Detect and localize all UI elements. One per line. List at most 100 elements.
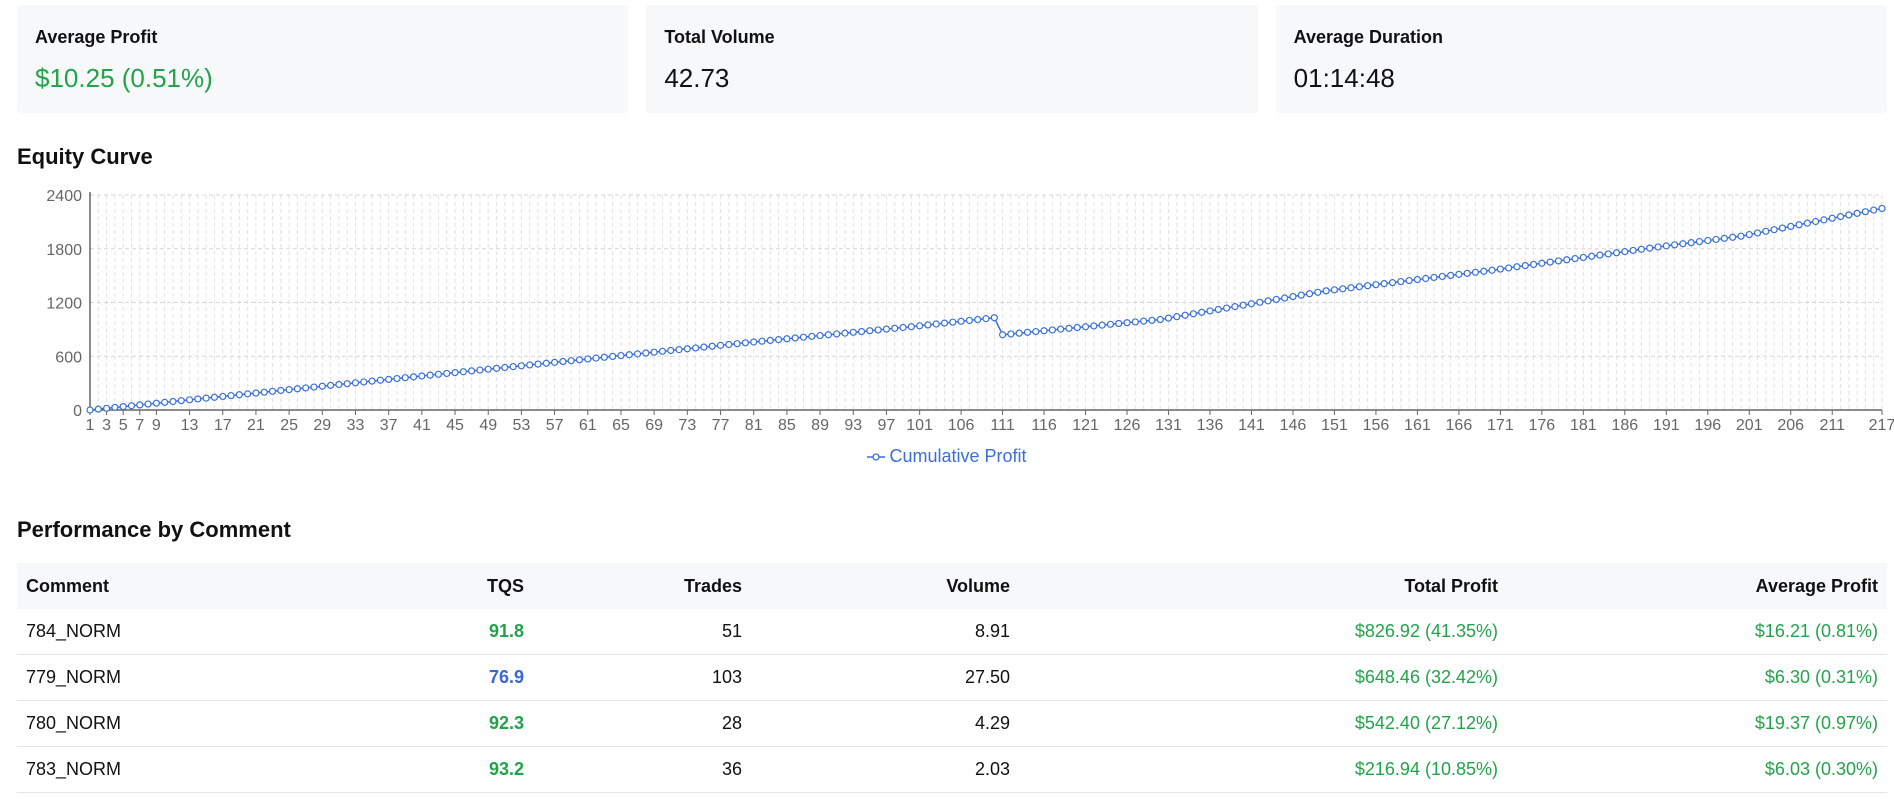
data-point	[1040, 327, 1048, 335]
data-point	[758, 337, 766, 345]
x-tick-label: 136	[1197, 417, 1224, 434]
data-point	[1388, 279, 1397, 287]
x-tick-label: 9	[152, 417, 161, 434]
data-point	[1131, 318, 1139, 326]
data-point	[924, 321, 932, 329]
card-label: Average Profit	[35, 27, 158, 47]
data-point	[716, 341, 725, 349]
total-volume-card: Total Volume 42.73	[646, 5, 1258, 113]
x-tick-label: 1	[86, 417, 95, 434]
data-point	[733, 340, 741, 348]
data-point	[974, 315, 982, 324]
x-tick-label: 61	[579, 417, 597, 434]
x-tick-label: 49	[479, 417, 497, 434]
data-point	[1364, 282, 1372, 290]
data-point	[418, 372, 426, 380]
column-header-average-profit[interactable]: Average Profit	[1507, 563, 1887, 609]
data-point	[633, 350, 642, 358]
x-tick-label: 211	[1819, 417, 1845, 434]
x-tick-label: 121	[1072, 417, 1099, 434]
data-point	[1836, 213, 1845, 221]
volume-cell: 4.29	[751, 700, 1019, 747]
data-point	[1081, 323, 1090, 331]
data-point	[584, 355, 592, 363]
data-point	[675, 346, 683, 354]
data-point	[492, 364, 501, 372]
data-point	[1214, 305, 1222, 314]
column-header-volume[interactable]: Volume	[751, 563, 1019, 609]
data-point	[1579, 253, 1587, 262]
data-point	[1397, 277, 1405, 286]
table-row: 780_NORM 92.3 28 4.29 $542.40 (27.12%) $19.37…	[17, 700, 1887, 747]
data-point	[957, 317, 965, 325]
data-point	[1621, 248, 1629, 256]
data-point	[1571, 255, 1579, 263]
data-point	[667, 346, 675, 355]
data-point	[874, 326, 882, 334]
data-point	[318, 382, 326, 390]
x-tick-label: 201	[1736, 417, 1763, 434]
data-point	[1355, 283, 1363, 291]
data-point	[1023, 328, 1032, 336]
data-point	[766, 336, 774, 344]
x-tick-label: 37	[380, 417, 398, 434]
data-point	[808, 332, 816, 340]
column-header-trades[interactable]: Trades	[533, 563, 751, 609]
trades-cell: 36	[533, 746, 751, 793]
data-point	[285, 386, 293, 394]
legend-marker-icon	[867, 453, 886, 461]
x-tick-label: 5	[119, 417, 128, 434]
column-header-total-profit[interactable]: Total Profit	[1019, 563, 1507, 609]
data-point	[451, 368, 459, 377]
x-tick-label: 97	[878, 417, 896, 434]
chart-legend[interactable]: Cumulative Profit	[0, 446, 1894, 467]
y-tick-label: 0	[73, 403, 82, 420]
y-tick-label: 600	[55, 349, 82, 366]
data-point	[1687, 239, 1695, 247]
trades-cell: 28	[533, 700, 751, 747]
data-point	[1272, 295, 1280, 304]
data-point	[1604, 250, 1612, 258]
data-point	[783, 335, 791, 343]
data-point	[94, 405, 102, 413]
data-point	[194, 395, 202, 403]
data-point	[227, 391, 235, 400]
data-point	[1156, 315, 1164, 324]
data-point	[351, 379, 360, 387]
data-point	[567, 357, 575, 365]
column-header-tqs[interactable]: TQS	[415, 563, 533, 609]
data-point	[501, 363, 509, 372]
data-point	[517, 362, 526, 370]
summary-cards: Average Profit $10.25 (0.51%) Total Volu…	[17, 5, 1887, 113]
card-value: 01:14:48	[1293, 63, 1395, 93]
average-profit-cell: $19.37 (0.97%)	[1507, 700, 1887, 747]
trades-cell: 51	[533, 609, 751, 655]
data-point	[169, 397, 177, 406]
tqs-cell: 92.3	[415, 700, 533, 747]
x-tick-label: 116	[1031, 417, 1057, 434]
data-point	[1239, 301, 1247, 309]
data-point	[1247, 300, 1256, 308]
column-header-comment[interactable]: Comment	[17, 563, 415, 609]
total-profit-cell: $826.92 (41.35%)	[1019, 609, 1507, 655]
x-tick-label: 33	[347, 417, 365, 434]
data-point	[833, 330, 841, 338]
data-point	[1795, 221, 1803, 229]
table-row: 779_NORM 76.9 103 27.50 $648.46 (32.42%) $6.3…	[17, 654, 1887, 701]
data-point	[1521, 261, 1529, 270]
data-point	[1405, 276, 1413, 285]
average-profit-cell: $6.03 (0.30%)	[1507, 746, 1887, 793]
average-profit-cell: $6.30 (0.31%)	[1507, 654, 1887, 701]
x-tick-label: 81	[745, 417, 763, 434]
volume-cell: 2.03	[751, 746, 1019, 793]
tqs-cell: 91.8	[415, 609, 533, 655]
x-tick-label: 7	[135, 417, 144, 434]
data-point	[559, 357, 567, 366]
data-point	[302, 384, 310, 392]
data-point	[907, 323, 915, 331]
data-point	[1480, 267, 1488, 275]
average-profit-cell: $16.21 (0.81%)	[1507, 609, 1887, 655]
data-point	[1695, 237, 1704, 246]
data-point	[899, 323, 907, 332]
x-tick-label: 29	[313, 417, 331, 434]
